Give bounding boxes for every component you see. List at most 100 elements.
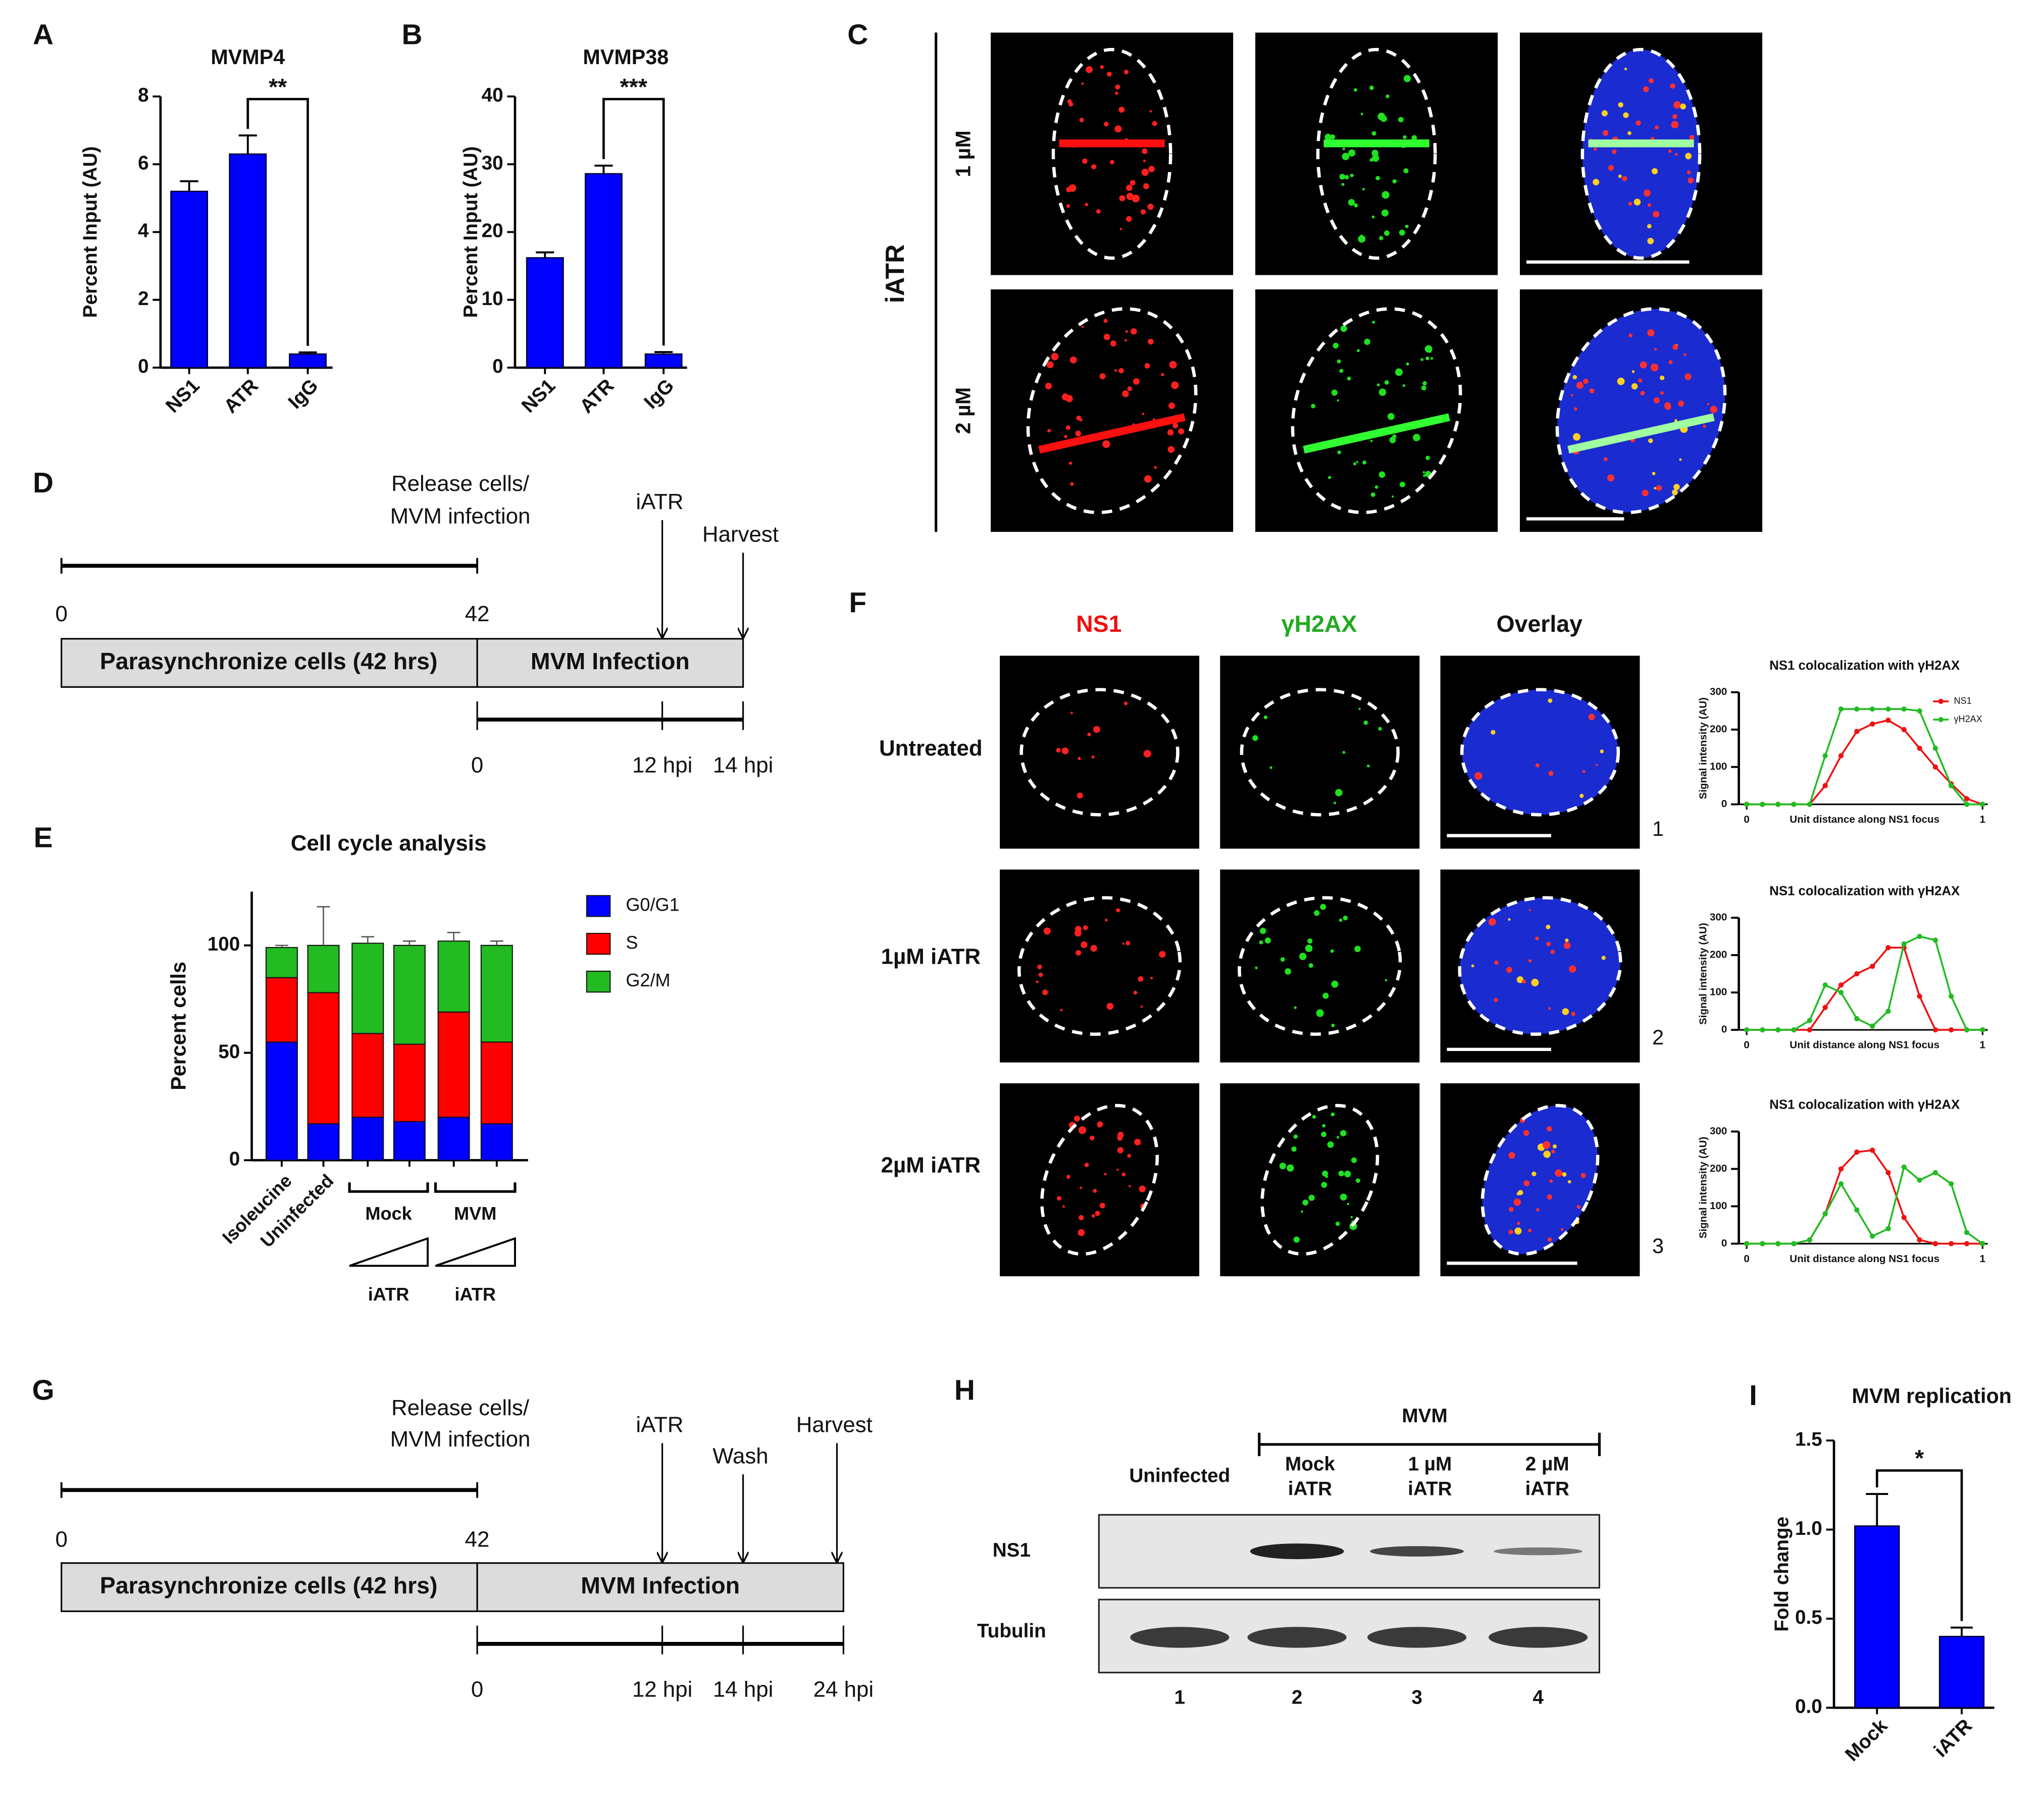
series-line [1747,708,1983,806]
focus [1516,1192,1520,1195]
annotation: ** [269,74,287,100]
bar-segment [351,1117,384,1161]
focus [1593,179,1600,186]
focus [1115,908,1120,913]
phase-box [61,638,478,688]
focus [1672,489,1678,495]
focus [1550,950,1555,955]
event-label: Wash [712,1443,768,1468]
legend-marker [1938,717,1944,722]
y-tick-label: 1.0 [1795,1518,1822,1539]
time-label: 12 hpi [632,1677,693,1702]
focus [1362,188,1365,191]
focus [1636,120,1641,126]
row-number: 3 [1652,1234,1664,1258]
row-label: 1µM iATR [881,944,981,969]
bar-segment [437,940,470,1013]
time-label: 0 [55,1527,67,1552]
phase-box [476,638,744,688]
focus [1535,763,1540,768]
focus [1066,204,1070,208]
focus [1126,192,1134,201]
focus [1331,1023,1335,1027]
focus [1647,224,1652,229]
data-point [1744,802,1750,807]
focus [1703,424,1706,428]
focus [1640,390,1645,395]
micrograph [1000,656,1200,849]
focus [1082,158,1088,164]
data-point [1885,945,1891,951]
focus [1064,435,1067,438]
data-point [1869,1147,1875,1153]
y-tick-label: 0 [138,356,149,377]
dapi-nucleus [1462,689,1618,815]
focus [1608,165,1614,171]
event-label: Release cells/ [391,1395,530,1420]
focus [1398,117,1404,123]
focus [1650,363,1659,372]
focus [1148,338,1154,345]
focus [1574,407,1577,411]
y-axis-label: Percent cells [167,962,190,1090]
focus [1343,915,1348,921]
focus [1331,980,1339,988]
group-bracket [1258,1432,1601,1457]
y-axis-label: Signal intensity (AU) [1697,923,1709,1025]
y-tick-label: 100 [208,933,240,955]
column-label: Overlay [1496,611,1582,637]
focus [1536,1208,1540,1212]
focus [1287,1164,1294,1172]
data-point [1854,729,1860,734]
focus [1078,1229,1085,1236]
focus [1399,481,1405,487]
focus [1154,466,1157,469]
focus [1509,1207,1514,1212]
focus [1647,329,1655,337]
focus [1424,345,1433,353]
focus [1371,215,1375,219]
x-tick-label: 1 [1980,1253,1985,1265]
focus [1299,953,1307,961]
nucleus-outline [1026,307,1198,514]
focus [1655,125,1659,130]
focus [1403,168,1409,174]
focus [1085,203,1089,207]
focus [1321,1182,1327,1188]
focus [1057,1196,1061,1201]
focus [1339,369,1344,373]
focus [1562,1172,1567,1177]
data-point [1885,706,1891,712]
y-tick-label: 100 [1710,761,1727,772]
band [1489,1627,1588,1648]
focus [1143,160,1146,163]
focus [1547,1237,1552,1242]
focus [1312,1115,1316,1119]
focus [1603,130,1609,136]
focus [1402,384,1405,387]
focus [1370,439,1373,442]
micrograph [1255,289,1498,532]
x-tick-label: 0 [1744,1039,1749,1051]
focus [1411,135,1417,141]
focus [1339,174,1346,180]
focus [1090,945,1097,952]
micrograph [1000,869,1200,1063]
y-tick-label: 0 [1721,1237,1727,1249]
focus [1644,189,1651,197]
focus [1322,1170,1328,1177]
focus [1344,1170,1351,1178]
bar-segment [480,1041,513,1124]
focus [1683,353,1687,356]
lane-label: Uninfected [1129,1465,1230,1487]
y-tick-label: 8 [138,84,149,106]
group-bracket [434,1182,517,1193]
focus [1129,1185,1131,1187]
focus [1378,388,1387,396]
dapi-nucleus [1459,897,1621,1034]
focus [1560,1228,1564,1231]
focus [1354,88,1357,92]
focus [1167,429,1174,436]
focus [1081,325,1084,328]
focus [1118,368,1124,374]
